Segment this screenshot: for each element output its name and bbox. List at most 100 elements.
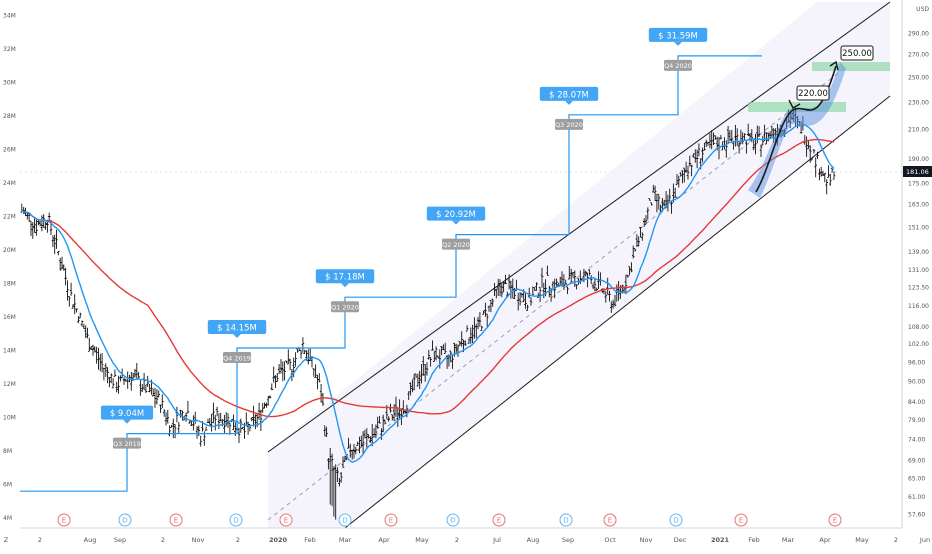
- currency-label: USD: [916, 6, 929, 13]
- right-axis-tick-label: 108.00: [908, 324, 929, 331]
- current-price-badge: [903, 166, 932, 177]
- right-axis-tick-label: 102.00: [908, 341, 929, 348]
- target-zone-250: [812, 62, 890, 71]
- right-axis-tick-label: 290.00: [908, 30, 929, 37]
- x-axis-tick-label: Jul: [492, 536, 501, 544]
- revenue-value-text: $ 31.59M: [658, 31, 698, 41]
- event-marker-label: D: [563, 517, 568, 525]
- revenue-value-text: $ 20.92M: [436, 210, 476, 220]
- event-marker: [57, 513, 71, 527]
- revenue-badge-pointer: [233, 333, 241, 338]
- right-axis-tick-label: 163.00: [908, 202, 929, 209]
- x-axis-tick-label: Mar: [339, 536, 352, 544]
- event-marker-label: E: [284, 517, 288, 525]
- revenue-value-badge: [539, 86, 599, 101]
- revenue-label: $ 17.18M Q1 2020: [315, 269, 375, 313]
- revenue-value-text: $ 17.18M: [325, 273, 365, 283]
- revenue-value-badge: [648, 27, 708, 42]
- right-axis-tick-label: 175.00: [908, 181, 929, 188]
- long-moving-average-line: [21, 138, 835, 418]
- target-zone-220: [748, 102, 846, 112]
- short-moving-average-line: [21, 123, 835, 464]
- left-axis-tick-label: 26M: [3, 147, 16, 154]
- event-marker: [279, 513, 293, 527]
- right-axis-tick-label: 190.00: [908, 156, 929, 163]
- revenue-value-badge: [100, 405, 154, 420]
- event-marker: [492, 513, 506, 527]
- x-axis-tick-label: Z: [4, 536, 9, 544]
- left-axis-tick-label: 12M: [3, 381, 16, 388]
- revenue-value-badge: [315, 269, 375, 284]
- event-marker-label: E: [62, 517, 66, 525]
- event-marker-label: E: [608, 517, 612, 525]
- event-marker: [384, 513, 398, 527]
- right-axis-tick-label: 131.00: [908, 267, 929, 274]
- left-axis-tick-label: 24M: [3, 180, 16, 187]
- event-marker-label: D: [342, 517, 347, 525]
- left-axis-tick-label: 14M: [3, 348, 16, 355]
- revenue-label: $ 14.15M Q4 2019: [207, 319, 267, 363]
- quarter-text: Q1 2020: [331, 304, 359, 312]
- revenue-value-text: $ 14.15M: [217, 323, 257, 333]
- x-axis-tick-label: Aug: [84, 536, 97, 544]
- event-marker-label: D: [673, 517, 678, 525]
- target-price-box: [796, 85, 830, 101]
- channel-upper-line: [267, 1, 891, 453]
- channel-lower-line: [344, 95, 891, 529]
- projection-band: [748, 62, 846, 198]
- revenue-value-text: $ 9.04M: [110, 409, 144, 419]
- right-axis-tick-label: 96.00: [908, 359, 925, 366]
- left-axis-tick-label: 20M: [3, 247, 16, 254]
- left-axis-tick-label: 16M: [3, 314, 16, 321]
- event-marker-label: E: [389, 517, 393, 525]
- projection-arrow-1: [788, 99, 801, 109]
- event-marker-label: D: [122, 517, 127, 525]
- revenue-badge-pointer: [452, 220, 460, 225]
- x-axis-tick-label: 2020: [269, 536, 288, 544]
- revenue-label: $ 31.59M Q4 2020: [648, 27, 708, 71]
- quarter-badge: [664, 59, 692, 71]
- left-axis-tick-label: 32M: [3, 46, 16, 53]
- right-axis-tick-label: 84.00: [908, 399, 925, 406]
- left-axis-tick-label: 28M: [3, 113, 16, 120]
- x-axis-tick-label: Mar: [782, 536, 795, 544]
- right-axis-tick-label: 65.00: [908, 475, 925, 482]
- x-axis-tick-label: Nov: [192, 536, 205, 544]
- right-axis-tick-label: 61.00: [908, 494, 925, 501]
- right-axis-tick-label: 79.00: [908, 417, 925, 424]
- x-axis-tick-label: Feb: [304, 536, 316, 544]
- event-marker-label: E: [739, 517, 743, 525]
- trend-channel-fill: [268, 2, 890, 528]
- x-axis-tick-label: 2: [236, 536, 240, 544]
- quarter-text: Q3 2020: [555, 121, 583, 129]
- x-axis-tick-label: 2: [38, 536, 42, 544]
- event-marker: [669, 513, 683, 527]
- revenue-label: $ 9.04M Q3 2019: [100, 405, 154, 449]
- event-marker: [559, 513, 573, 527]
- left-axis-tick-label: 22M: [3, 214, 16, 221]
- left-axis-tick-label: 8M: [3, 448, 12, 455]
- x-axis-tick-label: Sep: [114, 536, 126, 544]
- right-axis-tick-label: 57.60: [908, 511, 925, 518]
- revenue-badge-pointer: [123, 419, 131, 424]
- event-marker: [603, 513, 617, 527]
- right-axis-tick-label: 270.00: [908, 52, 929, 59]
- revenue-badge-pointer: [674, 41, 682, 46]
- revenue-value-text: $ 28.07M: [549, 90, 589, 100]
- quarter-text: Q4 2019: [223, 354, 251, 362]
- revenue-badge-pointer: [341, 283, 349, 288]
- current-price-text: 181.06: [906, 168, 929, 176]
- channel-median-line: [267, 69, 843, 521]
- left-axis-tick-label: 6M: [3, 482, 12, 489]
- event-marker: [446, 513, 460, 527]
- event-marker-label: E: [497, 517, 501, 525]
- x-axis-tick-label: May: [415, 536, 429, 544]
- revenue-label: $ 20.92M Q2 2020: [426, 206, 486, 250]
- x-axis-tick-label: Apr: [378, 536, 390, 544]
- revenue-value-badge: [426, 206, 486, 221]
- price-bars: [20, 107, 836, 520]
- right-axis-tick-label: 90.00: [908, 378, 925, 385]
- event-marker: [169, 513, 183, 527]
- right-axis-tick-label: 116.00: [908, 303, 929, 310]
